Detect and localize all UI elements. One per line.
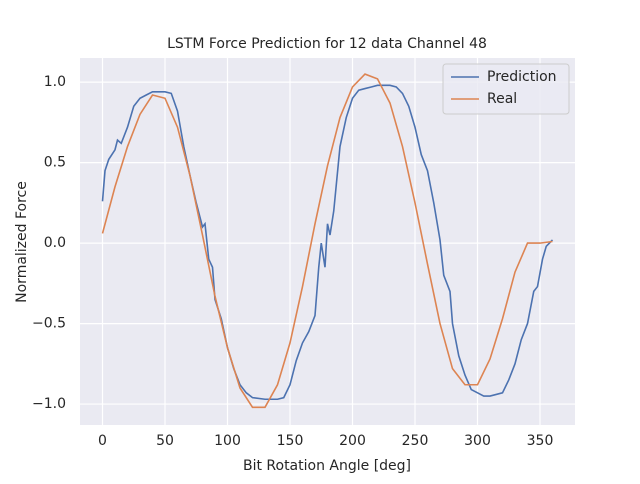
x-tick-label: 250	[402, 433, 429, 449]
y-tick-label: −0.5	[32, 316, 66, 332]
y-tick-label: 0.5	[44, 155, 66, 171]
y-axis-label: Normalized Force	[14, 181, 30, 303]
series-line	[101, 73, 553, 409]
chart-title: LSTM Force Prediction for 12 data Channe…	[167, 36, 487, 52]
x-axis-label: Bit Rotation Angle [deg]	[243, 458, 411, 474]
x-tick-label: 0	[98, 433, 107, 449]
series-line	[101, 84, 554, 401]
legend: Prediction Real	[442, 63, 570, 115]
x-tick-label: 150	[277, 433, 304, 449]
legend-label: Prediction	[487, 69, 557, 85]
y-tick-label: 1.0	[44, 74, 66, 90]
y-tick-label: 0.0	[44, 235, 66, 251]
y-tick-label: −1.0	[32, 396, 66, 412]
x-tick-label: 300	[464, 433, 491, 449]
x-tick-label: 100	[214, 433, 241, 449]
plot-area	[80, 58, 575, 425]
x-tick-label: 350	[527, 433, 554, 449]
x-tick-label: 50	[156, 433, 174, 449]
legend-label: Real	[487, 91, 517, 107]
x-tick-label: 200	[339, 433, 366, 449]
